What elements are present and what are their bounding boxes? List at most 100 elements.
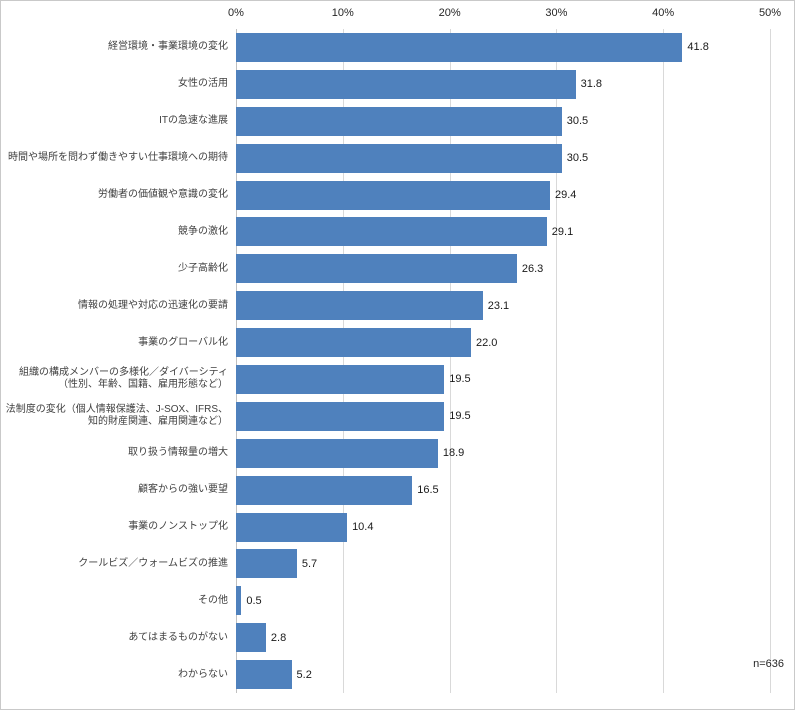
- sample-size-label: n=636: [753, 658, 784, 670]
- value-label: 18.9: [442, 447, 465, 460]
- category-label: 顧客からの強い要望: [138, 484, 228, 496]
- chart-rows: 経営環境・事業環境の変化 41.8 女性の活用 31.8 ITの急速な進展 30.5 時間や…: [1, 29, 794, 693]
- category-label: 取り扱う情報量の増大: [128, 447, 228, 459]
- value-label: 10.4: [352, 521, 374, 534]
- category-label: その他: [198, 594, 228, 606]
- value-label: 30.5: [566, 152, 589, 165]
- category-label: 事業のグローバル化: [138, 336, 228, 348]
- bar-row: 組織の構成メンバーの多様化／ダイバーシティ （性別、年齢、国籍、雇用形態など） 1…: [1, 361, 794, 398]
- value-label: 29.1: [551, 225, 574, 238]
- bar-row: 少子高齢化 26.3: [1, 250, 794, 287]
- gridline: [556, 29, 558, 693]
- value-label: 23.1: [487, 299, 510, 312]
- bar-area: 31.8: [236, 66, 794, 103]
- bar-area: 5.2: [236, 656, 794, 693]
- bar: [236, 401, 445, 431]
- bar-area: 19.5: [236, 361, 794, 398]
- bar-row: あてはまるものがない 2.8: [1, 619, 794, 656]
- axis-tick-label: 0%: [228, 7, 244, 19]
- value-axis-line: [236, 29, 237, 693]
- bar-area: 41.8: [236, 29, 794, 66]
- gridline: [342, 29, 344, 693]
- bar-area: 16.5: [236, 472, 794, 509]
- bar: [236, 32, 683, 62]
- category-label: わからない: [178, 668, 228, 680]
- bar-row: 顧客からの強い要望 16.5: [1, 472, 794, 509]
- category-label: 事業のノンストップ化: [128, 521, 228, 533]
- value-label: 5.2: [296, 668, 312, 681]
- bar: [236, 512, 348, 542]
- bar: [236, 180, 550, 210]
- bar: [236, 475, 413, 505]
- category-label: 少子高齢化: [178, 262, 228, 274]
- bar-area: 0.5: [236, 582, 794, 619]
- gridline: [770, 29, 771, 693]
- category-label: 時間や場所を問わず働きやすい仕事環境への期待: [8, 152, 228, 164]
- bar-row: わからない 5.2: [1, 656, 794, 693]
- bar-area: 19.5: [236, 398, 794, 435]
- bar-row: 事業のノンストップ化 10.4: [1, 509, 794, 546]
- value-label: 29.4: [554, 189, 577, 201]
- axis-tick-label: 30%: [545, 7, 568, 19]
- category-label: 情報の処理や対応の迅速化の要請: [78, 299, 228, 311]
- bar-area: 22.0: [236, 324, 794, 361]
- bar: [236, 549, 297, 579]
- bar-area: 10.4: [236, 509, 794, 546]
- bar: [236, 69, 576, 99]
- category-label: あてはまるものがない: [128, 631, 228, 643]
- category-label: ITの急速な進展: [159, 115, 228, 127]
- bar-row: 労働者の価値観や意識の変化 29.4: [1, 177, 794, 214]
- bar-row: 時間や場所を問わず働きやすい仕事環境への期待 30.5: [1, 140, 794, 177]
- category-label: 女性の活用: [178, 78, 228, 90]
- axis-tick-label: 40%: [652, 7, 675, 19]
- bar: [236, 586, 242, 616]
- bar-area: 26.3: [236, 250, 794, 287]
- value-label: 22.0: [475, 336, 498, 349]
- category-label: 法制度の変化（個人情報保護法、J-SOX、IFRS、 知的財産関連、雇用関連など…: [5, 404, 228, 428]
- bar-row: 法制度の変化（個人情報保護法、J-SOX、IFRS、 知的財産関連、雇用関連など…: [1, 398, 794, 435]
- value-label: 41.8: [687, 41, 709, 54]
- value-label: 2.8: [270, 631, 287, 644]
- bar-row: 取り扱う情報量の増大 18.9: [1, 435, 794, 472]
- value-label: 31.8: [580, 78, 603, 91]
- bar: [236, 660, 292, 690]
- bar-row: 女性の活用 31.8: [1, 66, 794, 103]
- bar-area: 2.8: [236, 619, 794, 656]
- bar: [236, 217, 547, 247]
- bar: [236, 143, 562, 173]
- bar-area: 18.9: [236, 435, 794, 472]
- value-label: 19.5: [449, 410, 471, 423]
- bar-row: クールビズ／ウォームビズの推進 5.7: [1, 545, 794, 582]
- value-label: 16.5: [417, 484, 439, 497]
- bar-row: その他 0.5: [1, 582, 794, 619]
- value-label: 30.5: [566, 115, 589, 128]
- bar-row: 競争の激化 29.1: [1, 213, 794, 250]
- gridline: [449, 29, 451, 693]
- bar-row: 事業のグローバル化 22.0: [1, 324, 794, 361]
- bar: [236, 438, 438, 468]
- value-label: 0.5: [246, 594, 262, 607]
- gridlines: [236, 29, 771, 693]
- bar: [236, 106, 562, 136]
- bar: [236, 364, 445, 394]
- value-label: 19.5: [449, 373, 471, 386]
- gridline: [663, 29, 665, 693]
- axis-tick-label: 20%: [438, 7, 461, 19]
- bar: [236, 291, 483, 321]
- bar: [236, 328, 471, 358]
- bar-area: 29.4: [236, 177, 794, 214]
- value-label: 5.7: [301, 557, 318, 570]
- x-axis: 0% 10% 20% 30% 40% 50%: [1, 1, 794, 29]
- bar: [236, 254, 517, 284]
- bar-area: 29.1: [236, 213, 794, 250]
- category-label: 経営環境・事業環境の変化: [108, 41, 228, 53]
- category-label: クールビズ／ウォームビズの推進: [78, 557, 228, 569]
- bar-area: 30.5: [236, 103, 794, 140]
- axis-tick-label: 10%: [331, 7, 354, 19]
- axis-tick-label: 50%: [758, 7, 782, 19]
- bar-row: 情報の処理や対応の迅速化の要請 23.1: [1, 287, 794, 324]
- category-label: 組織の構成メンバーの多様化／ダイバーシティ （性別、年齢、国籍、雇用形態など）: [19, 367, 228, 391]
- bar-row: 経営環境・事業環境の変化 41.8: [1, 29, 794, 66]
- category-label: 競争の激化: [178, 225, 228, 237]
